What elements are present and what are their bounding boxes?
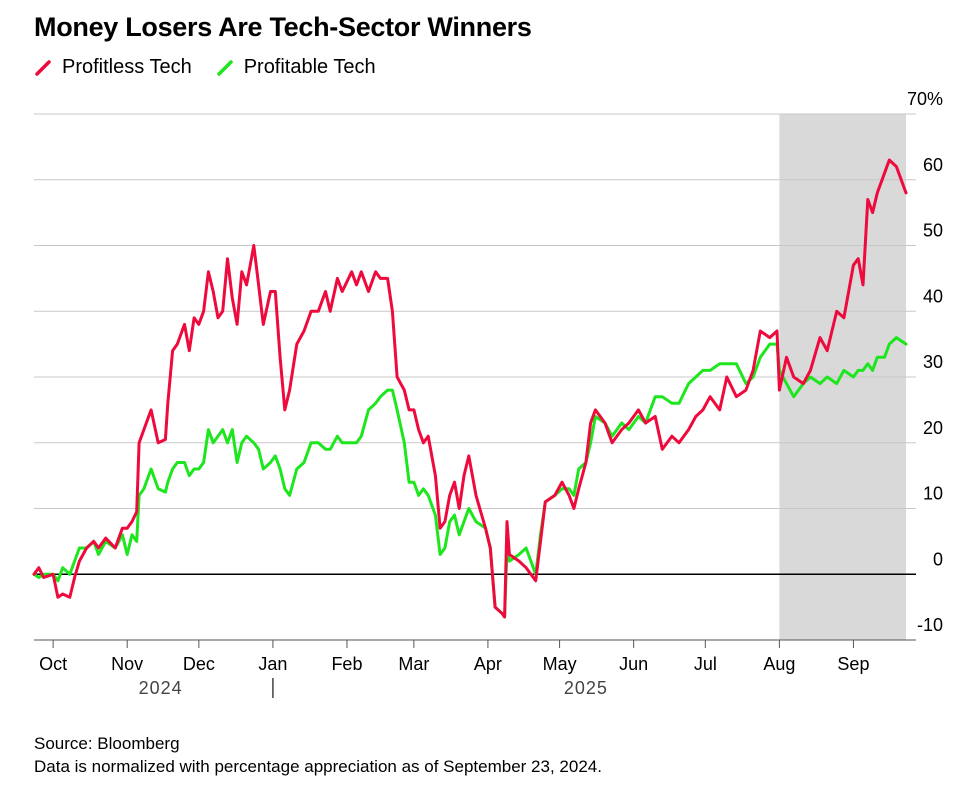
x-tick-label: Feb (331, 654, 362, 674)
x-tick-label: Jan (258, 654, 287, 674)
y-tick-label: 70% (907, 89, 943, 109)
legend-label-profitable: Profitable Tech (243, 56, 376, 78)
y-tick-label: 10 (923, 484, 943, 504)
line-chart: -10 0 10 20 30 40 50 60 70% Oct Nov Dec Jan Feb Mar Apr… (32, 89, 943, 698)
legend: Profitless Tech Profitable Tech (34, 56, 400, 79)
legend-item-profitless: Profitless Tech (34, 56, 192, 79)
year-label: 2025 (564, 678, 608, 698)
legend-swatch-profitable (216, 59, 233, 76)
x-tick-label: Mar (398, 654, 429, 674)
y-tick-label: 50 (923, 221, 943, 241)
y-tick-label: 60 (923, 155, 943, 175)
chart-title: Money Losers Are Tech-Sector Winners (34, 12, 532, 42)
x-tick-label: May (543, 654, 577, 674)
x-tick-label: Jun (619, 654, 648, 674)
year-label: 2024 (139, 678, 183, 698)
series-line-profitless (32, 158, 908, 619)
x-tick-label: Aug (763, 654, 795, 674)
normalization-note: Data is normalized with percentage appre… (34, 757, 602, 776)
footer: Source: Bloomberg Data is normalized wit… (34, 732, 602, 778)
x-tick-label: Jul (694, 654, 717, 674)
y-tick-label: 40 (923, 286, 943, 306)
x-tick-label: Apr (474, 654, 502, 674)
y-tick-label: 0 (933, 549, 943, 569)
legend-swatch-profitless (35, 59, 51, 76)
y-tick-label: 30 (923, 352, 943, 372)
legend-label-profitless: Profitless Tech (62, 56, 192, 78)
source-note: Source: Bloomberg (34, 734, 180, 753)
x-tick-label: Dec (183, 654, 215, 674)
y-tick-label: -10 (917, 615, 943, 635)
x-tick-label: Nov (111, 654, 143, 674)
series-line-profitable (32, 336, 908, 619)
x-tick-label: Oct (39, 654, 67, 674)
x-tick-label: Sep (837, 654, 869, 674)
legend-item-profitable: Profitable Tech (216, 56, 376, 79)
y-tick-label: 20 (923, 418, 943, 438)
